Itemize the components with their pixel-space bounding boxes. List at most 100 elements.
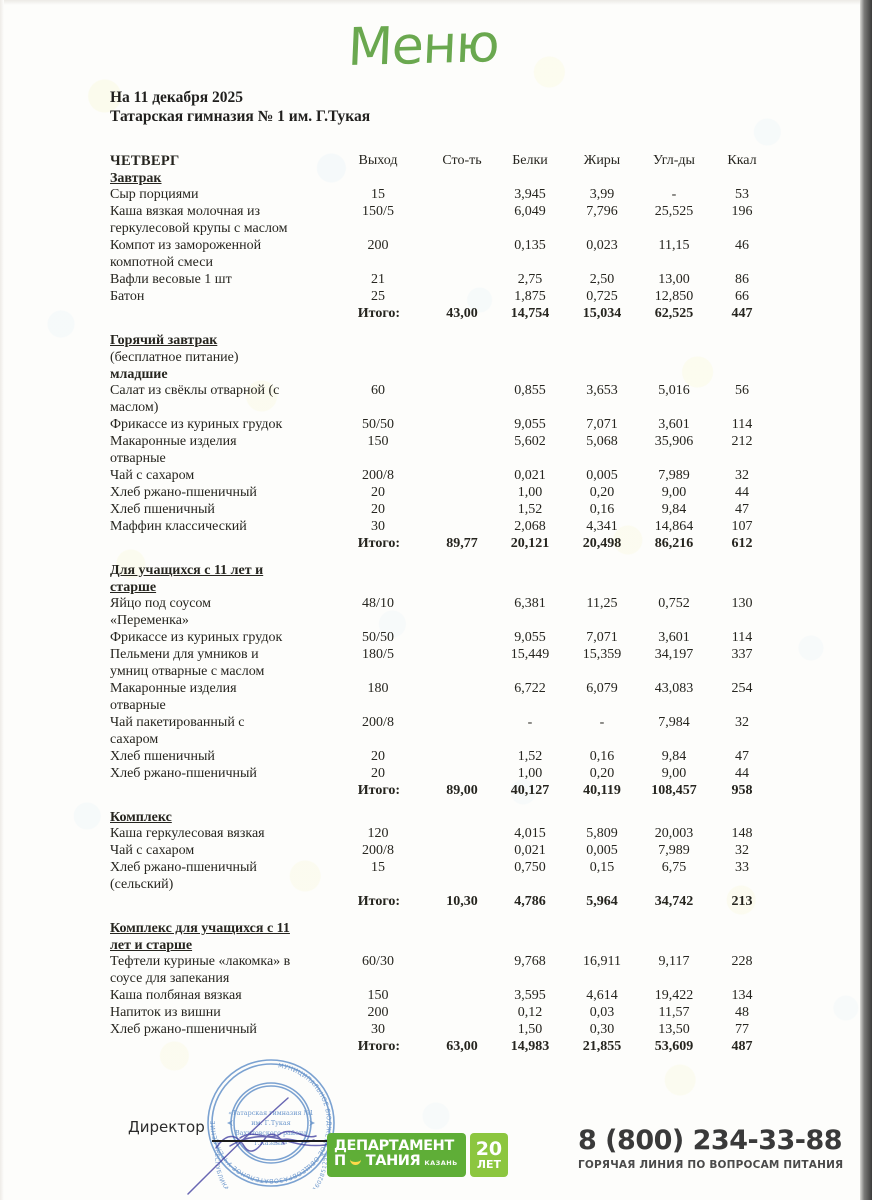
cell-kcal: 337: [731, 647, 753, 662]
cell-carbs: 34,197: [654, 647, 694, 662]
cell-fat: 5,068: [586, 434, 618, 449]
cell-kcal: 66: [735, 289, 749, 304]
cell-protein: 1,00: [517, 766, 543, 781]
table-row: Каша полбяная вязкая 150 3,595 4,614 19,422 1…: [110, 988, 770, 1005]
table-row: Каша вязкая молочная из 150/5 6,049 7,796 25…: [110, 204, 770, 221]
dish-name-continuation: умниц отварные с маслом: [110, 664, 770, 681]
table-row: Хлеб ржано-пшеничный 30 1,50 0,30 13,50 77: [110, 1022, 770, 1039]
svg-text:«Татарская гимназия №1: «Татарская гимназия №1: [228, 1109, 313, 1117]
total-label: Итого:: [357, 306, 400, 321]
cell-output: 25: [371, 289, 385, 304]
cell-fat: 0,20: [589, 485, 615, 500]
cell-output: 50/50: [362, 417, 394, 432]
dish-name: Маффин классический: [110, 519, 247, 534]
cell-output: 180/5: [362, 647, 394, 662]
dish-name: Хлеб пшеничный: [110, 502, 215, 517]
total-carbs: 108,457: [651, 783, 697, 798]
dish-name-line2: сахаром: [110, 732, 159, 747]
section-spacer: [110, 800, 770, 809]
badge-text: ЛЕТ: [476, 1158, 501, 1171]
cell-fat: 15,359: [582, 647, 622, 662]
logo-line2: П ТАНИЯ КАЗАНЬ: [334, 1154, 458, 1171]
cell-carbs: -: [671, 187, 677, 202]
table-row: Хлеб пшеничный 20 1,52 0,16 9,84 47: [110, 502, 770, 519]
cell-output: 30: [371, 1022, 385, 1037]
cell-kcal: 228: [731, 954, 753, 969]
total-fat: 5,964: [586, 894, 618, 909]
dish-name: Макаронные изделия: [110, 681, 237, 696]
cell-output: 150: [367, 434, 389, 449]
dish-name: Каша полбяная вязкая: [110, 988, 242, 1003]
dish-name: Хлеб ржано-пшеничный: [110, 1022, 257, 1037]
dish-name-line2: отварные: [110, 451, 166, 466]
cell-carbs: 3,601: [658, 630, 690, 645]
cell-kcal: 114: [731, 417, 753, 432]
cell-kcal: 46: [735, 238, 749, 253]
cell-protein: 1,875: [514, 289, 546, 304]
dish-name: Хлеб ржано-пшеничный: [110, 766, 257, 781]
dish-name-continuation: геркулесовой крупы с маслом: [110, 221, 770, 238]
cell-fat: 5,809: [586, 826, 618, 841]
total-kcal: 958: [731, 783, 753, 798]
section-heading-line2: старше: [110, 580, 157, 595]
total-cost: 89,00: [446, 783, 478, 798]
dish-name: Напиток из вишни: [110, 1005, 221, 1020]
cell-carbs: 20,003: [654, 826, 694, 841]
cell-output: 60/30: [362, 954, 394, 969]
cell-carbs: 7,989: [658, 843, 690, 858]
cell-carbs: 9,84: [661, 502, 687, 517]
total-fat: 21,855: [582, 1039, 622, 1054]
section-total-row: Итого: 43,00 14,754 15,034 62,525 447: [110, 306, 770, 323]
table-row: Макаронные изделия 180 6,722 6,079 43,083 254: [110, 681, 770, 698]
dish-name-line2: маслом): [110, 400, 159, 415]
total-label: Итого:: [357, 783, 400, 798]
cell-fat: 2,50: [589, 272, 615, 287]
cell-output: 20: [371, 502, 385, 517]
cell-kcal: 130: [731, 596, 753, 611]
column-header-protein: Белки: [512, 153, 548, 168]
table-row: Сыр порциями 15 3,945 3,99 - 53: [110, 187, 770, 204]
logo-anniversary-badge: 20 ЛЕТ: [469, 1133, 509, 1177]
cell-output: 15: [371, 860, 385, 875]
table-row: Каша геркулесовая вязкая 120 4,015 5,809 20,…: [110, 826, 770, 843]
cell-protein: 0,12: [517, 1005, 543, 1020]
cell-fat: 7,796: [586, 204, 618, 219]
cell-kcal: 32: [735, 468, 749, 483]
total-carbs: 62,525: [654, 306, 694, 321]
logo-main-box: ДЕПАРТАМЕНТ П ТАНИЯ КАЗАНЬ: [327, 1133, 466, 1177]
cell-carbs: 25,525: [654, 204, 694, 219]
cell-output: 180: [367, 681, 389, 696]
cell-protein: 0,021: [514, 468, 546, 483]
dish-name-continuation: «Переменка»: [110, 613, 770, 630]
cell-fat: 16,911: [583, 954, 621, 969]
section-heading: Горячий завтрак: [110, 333, 218, 348]
cell-fat: 4,614: [586, 988, 618, 1003]
cell-carbs: 35,906: [654, 434, 694, 449]
cell-output: 20: [371, 485, 385, 500]
section-spacer: [110, 911, 770, 920]
cell-output: 15: [371, 187, 385, 202]
cell-output: 50/50: [362, 630, 394, 645]
cell-protein: 9,055: [514, 630, 546, 645]
cell-protein: 1,00: [517, 485, 543, 500]
table-row: Вафли весовые 1 шт 21 2,75 2,50 13,00 86: [110, 272, 770, 289]
total-label: Итого:: [357, 894, 400, 909]
cell-fat: -: [599, 715, 605, 730]
cell-fat: 0,30: [589, 1022, 615, 1037]
director-label: Директор: [128, 1118, 205, 1136]
section-heading: Комплекс: [110, 810, 172, 825]
dish-name: Фрикассе из куриных грудок: [110, 630, 283, 645]
dish-name: Вафли весовые 1 шт: [110, 272, 232, 287]
total-cost: 63,00: [446, 1039, 478, 1054]
cell-kcal: 44: [735, 766, 749, 781]
cell-protein: 0,135: [514, 238, 546, 253]
total-carbs: 34,742: [654, 894, 694, 909]
cell-protein: 0,750: [514, 860, 546, 875]
cell-output: 20: [371, 749, 385, 764]
cell-fat: 4,341: [586, 519, 618, 534]
section-total-row: Итого: 10,30 4,786 5,964 34,742 213: [110, 894, 770, 911]
table-row: Хлеб ржано-пшеничный 20 1,00 0,20 9,00 44: [110, 485, 770, 502]
section-heading: Завтрак: [110, 171, 162, 186]
column-header-cost: Сто-ть: [442, 153, 482, 168]
table-row: Фрикассе из куриных грудок 50/50 9,055 7,07…: [110, 630, 770, 647]
